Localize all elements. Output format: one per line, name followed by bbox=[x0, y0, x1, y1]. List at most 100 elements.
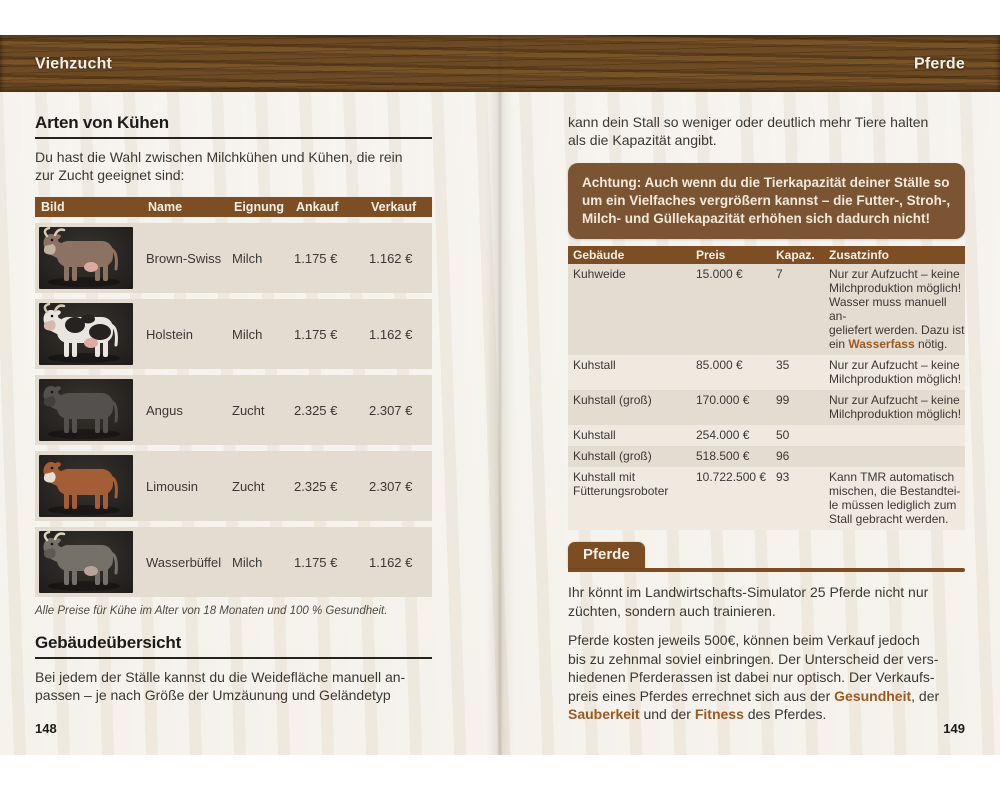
building-capacity: 99 bbox=[776, 393, 790, 407]
building-name: Kuhstall (groß) bbox=[573, 393, 652, 407]
water-buffalo-image bbox=[39, 530, 133, 593]
section-title-arten-von-kuehen: Arten von Kühen bbox=[35, 113, 432, 139]
col-header-bild: Bild bbox=[41, 200, 65, 214]
section-title-gebaeudeuebersicht: Gebäudeübersicht bbox=[35, 633, 432, 659]
col-header-preis: Preis bbox=[696, 248, 726, 262]
holstein-cow-image bbox=[39, 302, 133, 365]
info-highlight-wasserfass: Wasserfass bbox=[848, 337, 915, 351]
table-row: Brown-Swiss Milch 1.175 € 1.162 € bbox=[35, 223, 432, 293]
table-row: Kuhstall (groß) 170.000 € 99 Nur zur Auf… bbox=[568, 390, 965, 425]
building-name: Kuhstall bbox=[573, 358, 616, 372]
cow-eignung: Milch bbox=[232, 250, 263, 266]
building-info: Kann TMR automatisch mischen, die Bestan… bbox=[829, 470, 961, 526]
table-row: Holstein Milch 1.175 € 1.162 € bbox=[35, 299, 432, 369]
cow-name: Holstein bbox=[146, 326, 193, 342]
table-row: Angus Zucht 2.325 € 2.307 € bbox=[35, 375, 432, 445]
cow-ankauf: 1.175 € bbox=[294, 554, 338, 570]
continuation-paragraph: kann dein Stall so weniger oder deutlich… bbox=[568, 114, 929, 148]
info-text: Nur zur Aufzucht – keine Milchproduktion… bbox=[829, 267, 965, 351]
building-capacity: 35 bbox=[776, 358, 790, 372]
right-page-column: kann dein Stall so weniger oder deutlich… bbox=[568, 113, 965, 724]
pferde-paragraph-2: Pferde kosten jeweils 500€, können beim … bbox=[568, 631, 965, 724]
building-price: 10.722.500 € bbox=[696, 470, 767, 484]
brown-swiss-cow-image bbox=[39, 226, 133, 289]
building-name: Kuhweide bbox=[573, 267, 626, 281]
cow-table-header-row: Bild Name Eignung Ankauf Verkauf bbox=[35, 197, 432, 217]
cow-verkauf: 1.162 € bbox=[369, 554, 413, 570]
cow-types-table: Bild Name Eignung Ankauf Verkauf Brown-S… bbox=[35, 197, 432, 597]
building-info: Nur zur Aufzucht – keine Milchproduktion… bbox=[829, 358, 962, 386]
info-text: nötig. bbox=[914, 337, 948, 351]
cow-ankauf: 1.175 € bbox=[294, 326, 338, 342]
warning-box: Achtung: Auch wenn du die Tierkapazität … bbox=[568, 163, 965, 239]
table-row: Kuhstall 85.000 € 35 Nur zur Aufzucht – … bbox=[568, 355, 965, 390]
paragraph-text: des Pferdes. bbox=[743, 706, 827, 722]
col-header-kapaz: Kapaz. bbox=[776, 248, 815, 262]
building-info: Nur zur Aufzucht – keine Milchproduktion… bbox=[829, 267, 970, 351]
highlight-sauberkeit: Sauberkeit bbox=[568, 706, 640, 722]
highlight-fitness: Fitness bbox=[694, 706, 744, 722]
building-capacity: 96 bbox=[776, 449, 790, 463]
gebaeude-paragraph: Bei jedem der Ställe kannst du die Weide… bbox=[35, 669, 406, 703]
table-row: Kuhweide 15.000 € 7 Nur zur Aufzucht – k… bbox=[568, 264, 965, 355]
col-header-ankauf: Ankauf bbox=[296, 200, 339, 214]
building-table-header-row: Gebäude Preis Kapaz. Zusatzinfo bbox=[568, 246, 965, 264]
table-row: Kuhstall 254.000 € 50 bbox=[568, 425, 965, 446]
highlight-gesundheit: Gesundheit bbox=[834, 687, 912, 704]
building-info bbox=[829, 428, 970, 442]
section-gebaeudeuebersicht: Gebäudeübersicht Bei jedem der Ställe ka… bbox=[35, 633, 432, 704]
page-number-left: 148 bbox=[35, 721, 57, 736]
building-info: Nur zur Aufzucht – keine Milchproduktion… bbox=[829, 393, 962, 421]
cow-eignung: Milch bbox=[232, 326, 263, 342]
building-name: Kuhstall (groß) bbox=[573, 449, 652, 463]
paragraph-text: Pferde kosten jeweils 500€, können beim … bbox=[568, 632, 939, 704]
paragraph-text: und der bbox=[639, 706, 695, 722]
col-header-verkauf: Verkauf bbox=[371, 200, 417, 214]
building-name: Kuhstall mit Fütterungsroboter bbox=[573, 470, 669, 498]
table-row: Kuhstall mit Fütterungsroboter 10.722.50… bbox=[568, 467, 965, 530]
pferde-section: Pferde bbox=[568, 542, 965, 572]
pferde-section-divider bbox=[568, 568, 965, 572]
content-layer: Arten von Kühen Du hast die Wahl zwische… bbox=[0, 92, 1000, 755]
cow-verkauf: 1.162 € bbox=[369, 326, 413, 342]
building-table: Gebäude Preis Kapaz. Zusatzinfo Kuhweide… bbox=[568, 246, 965, 530]
cow-verkauf: 1.162 € bbox=[369, 250, 413, 266]
col-header-gebaeude: Gebäude bbox=[573, 248, 625, 262]
cow-name: Wasserbüffel bbox=[146, 554, 222, 570]
table-caption: Alle Preise für Kühe im Alter von 18 Mon… bbox=[35, 605, 388, 617]
chapter-title-left: Viehzucht bbox=[35, 55, 113, 73]
cow-verkauf: 2.307 € bbox=[369, 478, 413, 494]
pferde-section-tab: Pferde bbox=[568, 542, 645, 568]
cow-eignung: Zucht bbox=[232, 402, 265, 418]
building-capacity: 93 bbox=[776, 470, 790, 484]
paragraph-text: , der bbox=[911, 687, 940, 704]
page-number-right: 149 bbox=[943, 721, 965, 736]
table-row: Wasserbüffel Milch 1.175 € 1.162 € bbox=[35, 527, 432, 597]
col-header-name: Name bbox=[148, 200, 183, 214]
left-page-column: Arten von Kühen Du hast die Wahl zwische… bbox=[35, 113, 432, 704]
building-price: 254.000 € bbox=[696, 428, 750, 442]
chapter-header-bar: Viehzucht Pferde bbox=[0, 35, 1000, 92]
cow-ankauf: 2.325 € bbox=[294, 478, 338, 494]
chapter-title-right: Pferde bbox=[914, 55, 965, 73]
table-row: Kuhstall (groß) 518.500 € 96 bbox=[568, 446, 965, 467]
building-price: 15.000 € bbox=[696, 267, 743, 281]
building-price: 170.000 € bbox=[696, 393, 750, 407]
cow-name: Angus bbox=[146, 402, 183, 418]
angus-cow-image bbox=[39, 379, 133, 441]
building-capacity: 7 bbox=[776, 267, 783, 281]
building-name: Kuhstall bbox=[573, 428, 616, 442]
col-header-eignung: Eignung bbox=[234, 200, 284, 214]
limousin-cow-image bbox=[39, 455, 133, 517]
table-row: Limousin Zucht 2.325 € 2.307 € bbox=[35, 451, 432, 521]
cow-ankauf: 1.175 € bbox=[294, 250, 338, 266]
cow-name: Brown-Swiss bbox=[146, 250, 222, 266]
cow-eignung: Milch bbox=[232, 554, 263, 570]
cow-verkauf: 2.307 € bbox=[369, 402, 413, 418]
intro-paragraph-cows: Du hast die Wahl zwischen Milchkühen und… bbox=[35, 149, 403, 183]
cow-ankauf: 2.325 € bbox=[294, 402, 338, 418]
building-price: 85.000 € bbox=[696, 358, 743, 372]
building-capacity: 50 bbox=[776, 428, 790, 442]
building-info bbox=[829, 449, 970, 463]
